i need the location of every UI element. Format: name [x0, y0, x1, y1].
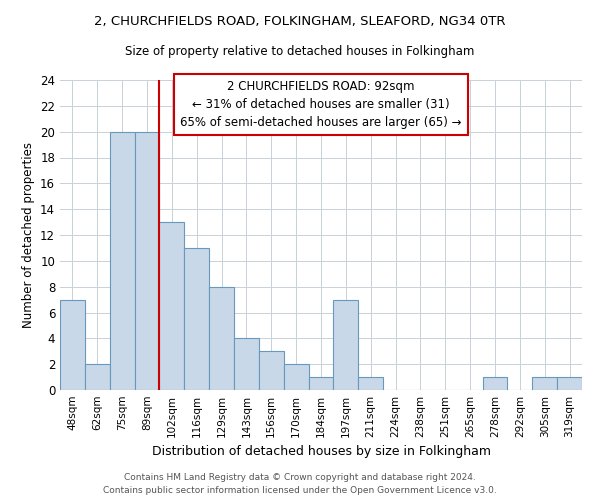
Bar	[532, 377, 557, 390]
Bar	[184, 248, 209, 390]
Bar	[482, 377, 508, 390]
Y-axis label: Number of detached properties: Number of detached properties	[22, 142, 35, 328]
Bar	[358, 377, 383, 390]
Bar	[557, 377, 582, 390]
X-axis label: Distribution of detached houses by size in Folkingham: Distribution of detached houses by size …	[151, 446, 491, 458]
Bar	[60, 300, 85, 390]
Bar	[134, 132, 160, 390]
Bar	[209, 286, 234, 390]
Bar	[334, 300, 358, 390]
Text: Size of property relative to detached houses in Folkingham: Size of property relative to detached ho…	[125, 45, 475, 58]
Bar	[259, 351, 284, 390]
Bar	[308, 377, 334, 390]
Bar	[85, 364, 110, 390]
Bar	[284, 364, 308, 390]
Text: Contains HM Land Registry data © Crown copyright and database right 2024.
Contai: Contains HM Land Registry data © Crown c…	[103, 474, 497, 495]
Text: 2 CHURCHFIELDS ROAD: 92sqm
← 31% of detached houses are smaller (31)
65% of semi: 2 CHURCHFIELDS ROAD: 92sqm ← 31% of deta…	[180, 80, 462, 129]
Bar	[110, 132, 134, 390]
Text: 2, CHURCHFIELDS ROAD, FOLKINGHAM, SLEAFORD, NG34 0TR: 2, CHURCHFIELDS ROAD, FOLKINGHAM, SLEAFO…	[94, 15, 506, 28]
Bar	[160, 222, 184, 390]
Bar	[234, 338, 259, 390]
